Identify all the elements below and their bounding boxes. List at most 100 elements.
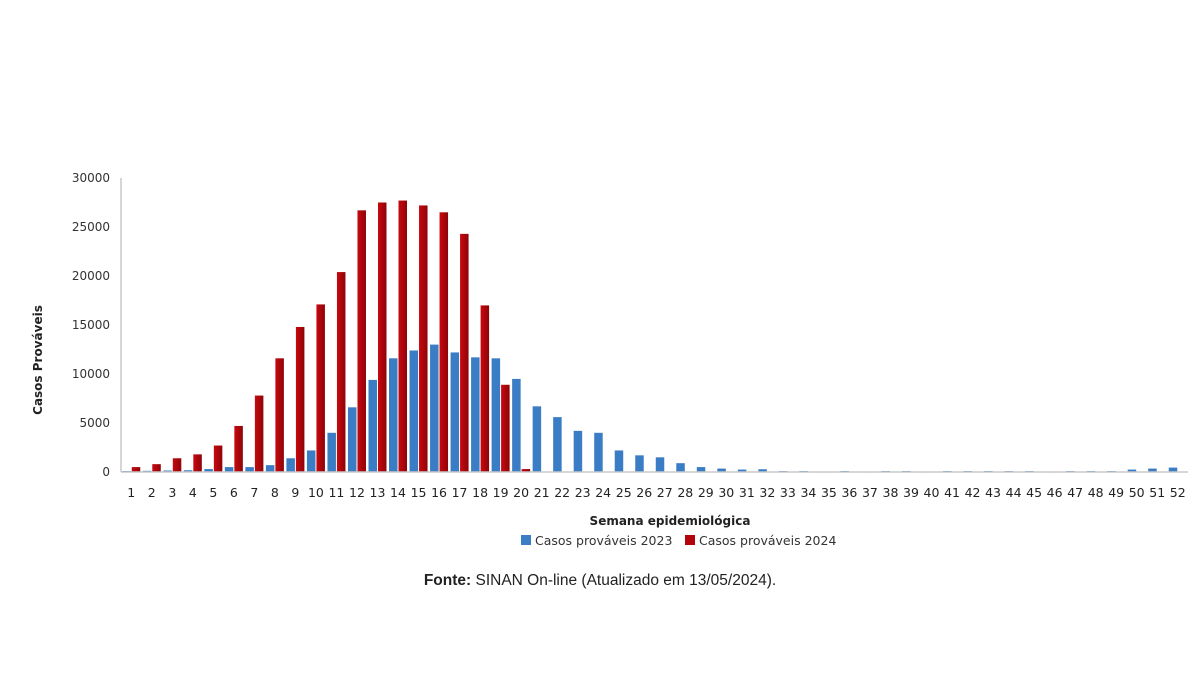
y-tick-label: 5000 [79, 416, 110, 430]
bar-2023 [553, 417, 562, 472]
bar-2023 [1168, 467, 1178, 472]
x-tick-label: 35 [821, 485, 837, 500]
y-axis-title: Casos Prováveis [31, 305, 45, 415]
x-tick-label: 6 [230, 485, 238, 500]
bar-2023 [696, 467, 706, 472]
bar-2023 [409, 350, 419, 472]
x-tick-label: 31 [739, 485, 755, 500]
source-label: Fonte: [423, 572, 472, 589]
x-tick-label: 3 [168, 485, 176, 500]
source-text: SINAN On-line (Atualizado em 13/05/2024)… [471, 572, 777, 589]
bar-2024 [439, 212, 449, 473]
x-tick-label: 49 [1108, 485, 1124, 500]
x-tick-label: 46 [1047, 485, 1063, 500]
bar-2023 [430, 344, 439, 472]
bar-2023 [389, 358, 398, 472]
bar-2024 [460, 233, 469, 472]
x-tick-label: 40 [924, 485, 940, 500]
x-tick-label: 43 [985, 485, 1001, 500]
legend-swatch-2023 [521, 535, 531, 545]
x-tick-label: 15 [411, 485, 427, 500]
bar-2023 [532, 406, 542, 472]
x-tick-label: 47 [1067, 485, 1083, 500]
x-tick-label: 26 [636, 485, 652, 500]
x-tick-label: 1 [127, 485, 135, 500]
x-tick-label: 7 [250, 485, 258, 500]
bar-2024 [357, 210, 366, 472]
bar-2024 [275, 358, 284, 472]
x-tick-label: 38 [883, 485, 899, 500]
x-tick-label: 45 [1026, 485, 1042, 500]
bar-2024 [521, 469, 531, 472]
bar-2023 [245, 467, 254, 472]
y-tick-label: 25000 [72, 220, 110, 234]
bar-2024 [480, 305, 490, 472]
x-tick-label: 8 [271, 485, 279, 500]
x-tick-label: 48 [1088, 485, 1104, 500]
x-tick-label: 9 [291, 485, 299, 500]
x-tick-label: 24 [595, 485, 611, 500]
x-tick-label: 51 [1149, 485, 1165, 500]
x-tick-label: 32 [759, 485, 775, 500]
x-tick-label: 34 [800, 485, 816, 500]
bar-2023 [512, 378, 521, 472]
bar-2023 [614, 450, 624, 472]
bar-2023 [635, 455, 644, 472]
x-tick-label: 39 [903, 485, 919, 500]
y-tick-label: 10000 [72, 367, 110, 381]
x-axis-ticks: 1 2 3 4 5 6 7 8 9 10 11 12 13 14 15 16 17 18 19 20 21 22 23 24 2… [127, 485, 1185, 500]
x-tick-label: 21 [534, 485, 550, 500]
y-tick-label: 20000 [72, 269, 110, 283]
bar-2023 [286, 458, 295, 472]
bar-2023 [1148, 468, 1157, 472]
x-tick-label: 36 [841, 485, 857, 500]
bar-2024 [131, 467, 141, 472]
bar-2023 [327, 432, 336, 472]
bar-2023 [306, 450, 316, 472]
x-tick-label: 5 [209, 485, 217, 500]
x-tick-label: 4 [189, 485, 197, 500]
x-tick-label: 14 [390, 485, 406, 500]
legend: Casos prováveis 2023 Casos prováveis 202… [521, 533, 836, 548]
y-axis-ticks: 0 5000 10000 15000 20000 25000 30000 [72, 171, 110, 479]
x-tick-label: 17 [452, 485, 468, 500]
x-tick-label: 27 [657, 485, 673, 500]
x-tick-label: 18 [472, 485, 488, 500]
bar-2023 [758, 469, 767, 472]
x-tick-label: 13 [370, 485, 386, 500]
x-tick-label: 10 [308, 485, 324, 500]
x-tick-label: 25 [616, 485, 632, 500]
x-tick-label: 28 [677, 485, 693, 500]
y-tick-label: 30000 [72, 171, 110, 185]
bar-2023 [676, 463, 685, 472]
bar-2024 [501, 384, 510, 472]
bar-2023 [717, 468, 726, 472]
bar-2024 [336, 272, 346, 472]
legend-label-2024: Casos prováveis 2024 [699, 533, 836, 548]
bar-2024 [213, 445, 223, 472]
legend-swatch-2024 [685, 535, 695, 545]
x-tick-label: 37 [862, 485, 878, 500]
bar-2024 [254, 395, 264, 472]
x-tick-label: 16 [431, 485, 447, 500]
bar-2024 [172, 458, 182, 472]
x-tick-label: 19 [493, 485, 509, 500]
x-tick-label: 33 [780, 485, 796, 500]
bar-2023 [1127, 469, 1137, 472]
bar-2023 [265, 465, 275, 472]
legend-label-2023: Casos prováveis 2023 [535, 533, 672, 548]
bar-2023 [183, 470, 193, 472]
y-tick-label: 0 [102, 465, 110, 479]
bar-2024 [193, 454, 202, 472]
bar-2024 [234, 425, 243, 472]
bar-2023 [368, 379, 377, 472]
bar-2024 [152, 464, 161, 472]
x-tick-label: 22 [554, 485, 570, 500]
bar-2023 [491, 358, 501, 472]
bar-2023 [204, 469, 213, 472]
x-tick-label: 12 [349, 485, 365, 500]
x-axis-title: Semana epidemiológica [590, 514, 751, 528]
x-tick-label: 50 [1129, 485, 1145, 500]
bar-2023 [450, 352, 460, 472]
bar-2023 [737, 469, 747, 472]
